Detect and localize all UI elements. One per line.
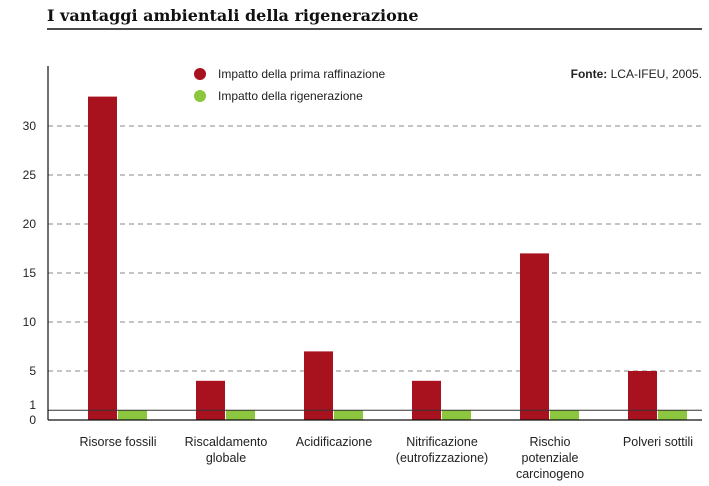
bar-rigenerazione (550, 410, 579, 420)
y-tick-label: 0 (29, 413, 36, 427)
y-tick-label: 5 (29, 364, 36, 378)
source-label: Fonte: (571, 67, 611, 81)
bar-rigenerazione (442, 410, 471, 420)
source-note: Fonte: LCA-IFEU, 2005. (571, 67, 702, 81)
bar-prima-raffinazione (520, 253, 549, 420)
x-category-label: Riscaldamento (185, 435, 268, 449)
bar-prima-raffinazione (304, 351, 333, 420)
x-category-label: potenziale (522, 451, 579, 465)
bar-rigenerazione (334, 410, 363, 420)
x-category-label: Risorse fossili (79, 435, 156, 449)
legend-marker (194, 68, 206, 80)
x-category-label: Acidificazione (296, 435, 372, 449)
y-tick-label: 1 (29, 398, 36, 412)
y-tick-label: 10 (23, 315, 37, 329)
bar-prima-raffinazione (628, 371, 657, 420)
bar-prima-raffinazione (88, 96, 117, 420)
y-tick-label: 30 (23, 119, 37, 133)
legend-label: Impatto della prima raffinazione (218, 67, 386, 81)
bar-rigenerazione (118, 410, 147, 420)
y-tick-label: 15 (23, 266, 37, 280)
bar-prima-raffinazione (412, 380, 441, 420)
legend-label: Impatto della rigenerazione (218, 89, 363, 103)
x-category-label: Rischio (530, 435, 571, 449)
legend-marker (194, 90, 206, 102)
x-category-label: Polveri sottili (623, 435, 693, 449)
bar-prima-raffinazione (196, 380, 225, 420)
x-category-label: carcinogeno (516, 467, 584, 481)
source-value: LCA-IFEU, 2005. (611, 67, 702, 81)
x-category-label: Nitrificazione (406, 435, 478, 449)
chart-title: I vantaggi ambientali della rigenerazion… (47, 6, 419, 25)
y-tick-label: 20 (23, 217, 37, 231)
y-tick-label: 25 (23, 168, 37, 182)
x-category-label: (eutrofizzazione) (396, 451, 488, 465)
bar-rigenerazione (226, 410, 255, 420)
x-category-label: globale (206, 451, 246, 465)
bar-rigenerazione (658, 410, 687, 420)
